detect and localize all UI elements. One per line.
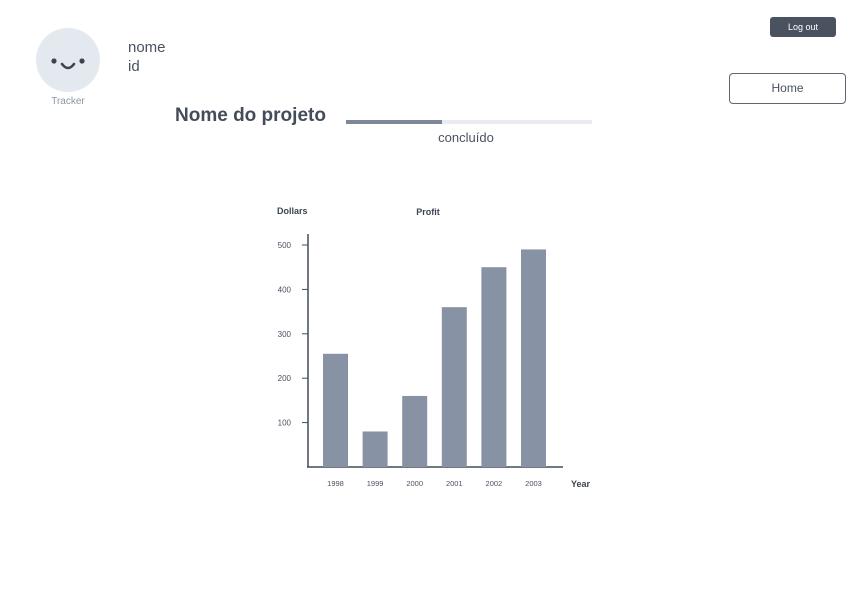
y-tick-label: 400 xyxy=(278,285,292,294)
chart-title: Profit xyxy=(416,207,440,217)
progress-fill xyxy=(346,120,442,124)
bar-2002 xyxy=(481,267,507,467)
y-tick-label: 500 xyxy=(278,241,292,250)
y-tick-label: 300 xyxy=(278,330,292,339)
x-tick-label: 2000 xyxy=(406,479,423,488)
x-tick-label: 1999 xyxy=(367,479,384,488)
y-tick-label: 200 xyxy=(278,374,292,383)
progress-label: concluído xyxy=(438,130,494,145)
user-id: id xyxy=(128,58,140,75)
logout-button[interactable]: Log out xyxy=(770,17,836,37)
home-button[interactable]: Home xyxy=(729,73,846,104)
avatar xyxy=(36,28,100,92)
bar-2001 xyxy=(441,307,467,467)
project-title: Nome do projeto xyxy=(175,105,326,126)
x-tick-label: 1998 xyxy=(327,479,344,488)
progress-bar xyxy=(346,120,592,124)
avatar-caption: Tracker xyxy=(51,96,85,107)
x-tick-label: 2002 xyxy=(486,479,503,488)
bar-2000 xyxy=(402,395,428,467)
x-tick-label: 2003 xyxy=(525,479,542,488)
x-axis-label: Year xyxy=(571,479,591,489)
bar-2003 xyxy=(521,249,546,467)
profit-chart: Dollars Profit Year 100 200 300 400 500 1998… xyxy=(262,196,602,496)
bar-chart: Dollars Profit Year 100 200 300 400 500 1998… xyxy=(277,206,591,489)
y-axis-label: Dollars xyxy=(277,206,308,216)
smiley-face-icon xyxy=(51,58,85,70)
x-tick-label: 2001 xyxy=(446,479,463,488)
y-tick-label: 100 xyxy=(278,419,292,428)
bar-1998 xyxy=(323,353,348,467)
user-name: nome xyxy=(128,39,166,56)
bar-1999 xyxy=(362,431,388,467)
